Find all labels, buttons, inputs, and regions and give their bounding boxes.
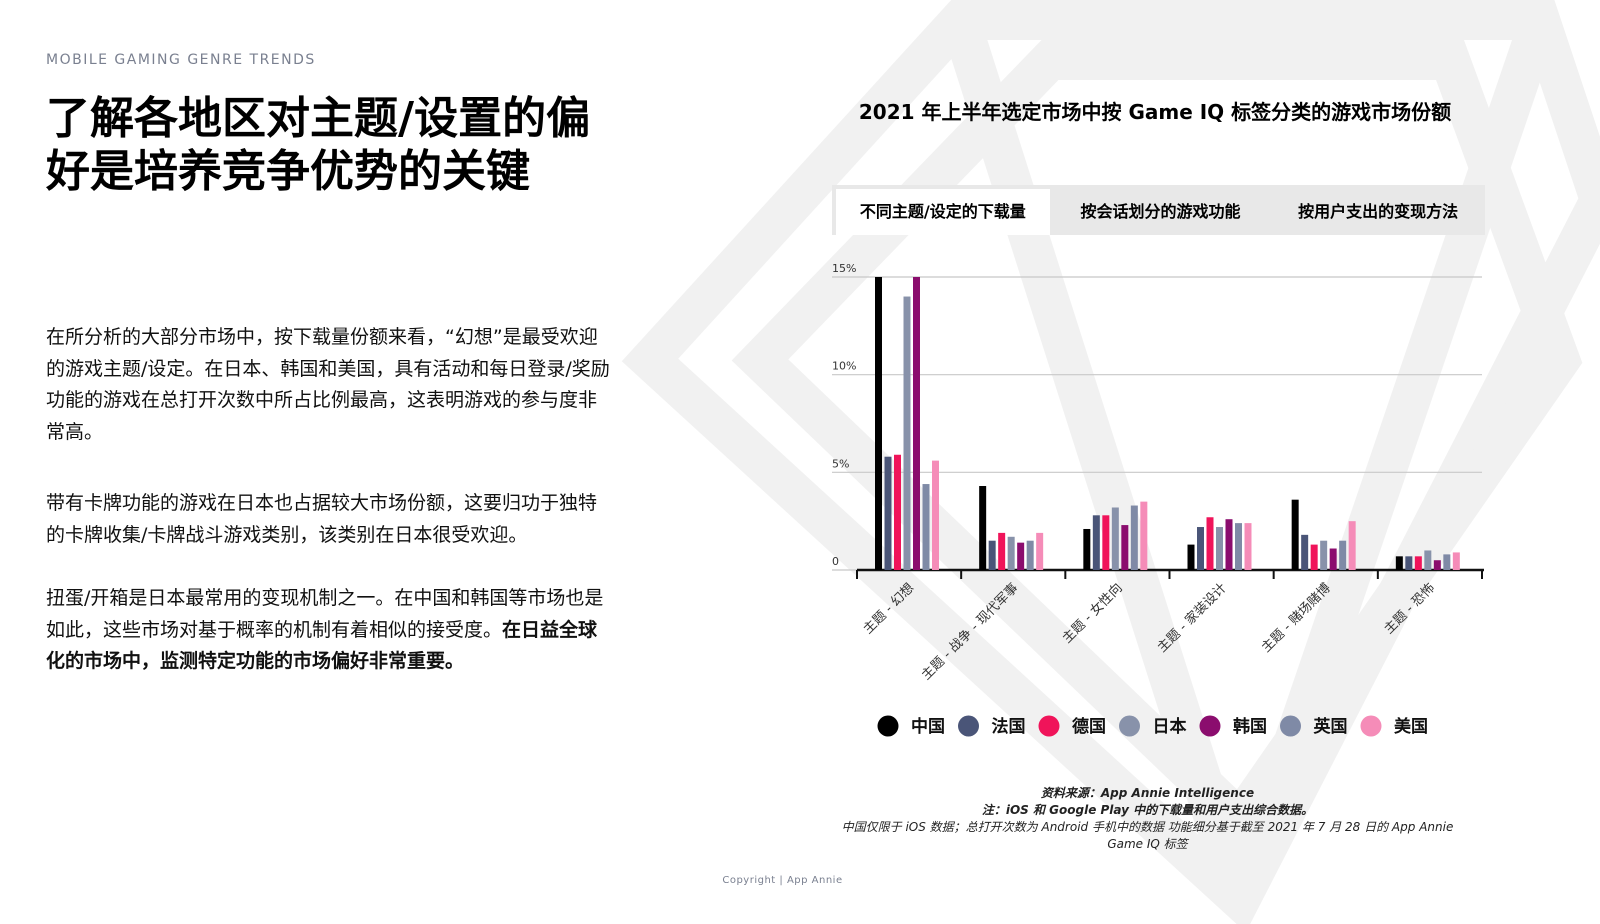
tab[interactable]: 按会话划分的游戏功能 — [1080, 202, 1241, 221]
paragraph-emphasis: 在日益全球化的市场中，监测特定功能的市场偏好非常重要。 — [46, 618, 598, 673]
page-title: 了解各地区对主题/设置的偏好是培养竞争优势的关键 — [46, 93, 591, 197]
bar — [1130, 505, 1138, 570]
bar — [1111, 507, 1119, 570]
x-tick-label: 主题 - 女性向 — [1059, 580, 1125, 646]
y-tick-label: 5% — [832, 457, 849, 470]
bar — [1339, 540, 1347, 570]
legend-label: 日本 — [1153, 716, 1187, 737]
bar — [1405, 556, 1413, 570]
bar — [932, 460, 939, 570]
bar — [1197, 527, 1204, 570]
bar — [894, 454, 901, 570]
bar — [1329, 548, 1337, 570]
bar — [1320, 540, 1328, 570]
eyebrow: MOBILE GAMING GENRE TRENDS — [46, 52, 316, 68]
y-tick-label: 0 — [832, 555, 839, 568]
y-tick-label: 15% — [832, 262, 856, 275]
legend-marker — [1360, 715, 1382, 737]
x-tick-label: 主题 - 赌场赌博 — [1259, 581, 1334, 656]
bar — [884, 456, 892, 570]
bar — [1140, 501, 1148, 570]
legend-marker — [1119, 715, 1140, 737]
bar — [1026, 540, 1034, 570]
legend-marker — [958, 715, 979, 737]
x-tick-label: 主题 - 幻想 — [860, 580, 917, 637]
footer: Copyright | App Annie — [722, 875, 843, 886]
bar — [1121, 525, 1129, 570]
tab[interactable]: 按用户支出的变现方法 — [1298, 202, 1459, 221]
source-line: 注：iOS 和 Google Play 中的下载量和用户支出综合数据。 — [981, 803, 1314, 817]
bar — [1452, 552, 1460, 570]
x-tick-label: 主题 - 恐怖 — [1381, 580, 1438, 637]
bar — [1225, 519, 1233, 570]
bar — [1395, 556, 1403, 570]
bar — [1433, 560, 1441, 570]
bar — [1007, 536, 1015, 570]
bar — [998, 532, 1006, 570]
legend-marker — [877, 715, 899, 737]
legend-label: 韩国 — [1233, 716, 1267, 737]
legend-label: 英国 — [1314, 716, 1348, 737]
tab-bar: 不同主题/设定的下载量 按会话划分的游戏功能 按用户支出的变现方法 — [832, 185, 1485, 235]
bar — [979, 486, 987, 570]
legend-marker — [1199, 715, 1221, 737]
bar — [1443, 554, 1451, 570]
bar — [922, 484, 930, 570]
y-tick-label: 10% — [832, 360, 856, 373]
legend-label: 中国 — [911, 716, 945, 737]
legend-label: 德国 — [1072, 716, 1106, 737]
bar — [1092, 515, 1100, 570]
bar — [1414, 556, 1422, 570]
bar — [875, 277, 882, 570]
bar — [1036, 532, 1044, 570]
bar — [1301, 534, 1309, 570]
paragraph: 在所分析的大部分市场中，按下载量份额来看，“幻想”是最受欢迎的游戏主题/设定。在… — [46, 326, 610, 443]
paragraph: 扭蛋/开箱是日本最常用的变现机制之一。在中国和韩国等市场也是如此，这些市场对基于… — [46, 583, 611, 678]
bar — [1348, 521, 1356, 570]
source-line: 资料来源：App Annie Intelligence — [1040, 786, 1255, 800]
legend-label: 美国 — [1394, 716, 1428, 737]
x-tick-label: 主题 - 战争 - 现代军事 — [919, 581, 1021, 683]
legend-marker — [1280, 715, 1301, 737]
bar — [903, 296, 911, 570]
x-tick-label: 主题 - 家装设计 — [1154, 580, 1230, 656]
source-note: 资料来源：App Annie Intelligence 注：iOS 和 Googl… — [840, 785, 1455, 853]
chart-title: 2021 年上半年选定市场中按 Game IQ 标签分类的游戏市场份额 — [858, 100, 1452, 124]
paragraph: 带有卡牌功能的游戏在日本也占据较大市场份额，这要归功于独特的卡牌收集/卡牌战斗游… — [46, 492, 598, 546]
legend-label: 法国 — [992, 716, 1026, 737]
bar — [1216, 527, 1223, 570]
tab[interactable]: 不同主题/设定的下载量 — [836, 189, 1050, 235]
legend-marker — [1038, 715, 1060, 737]
bar — [913, 277, 920, 570]
bar — [1206, 517, 1214, 570]
bar — [1244, 523, 1252, 570]
bar — [1187, 544, 1195, 570]
bar — [1310, 544, 1318, 570]
bar — [1424, 550, 1432, 570]
bar — [1083, 528, 1091, 570]
bar — [1291, 499, 1299, 570]
paragraph-text: 扭蛋/开箱是日本最常用的变现机制之一。在中国和韩国等市场也是如此，这些市场对基于… — [46, 587, 604, 641]
bar — [1102, 515, 1110, 570]
bar — [1017, 542, 1025, 570]
source-line: 中国仅限于 iOS 数据；总打开次数为 Android 手机中的数据 功能细分基… — [841, 820, 1454, 851]
bar — [1235, 523, 1242, 570]
bar — [988, 540, 996, 570]
